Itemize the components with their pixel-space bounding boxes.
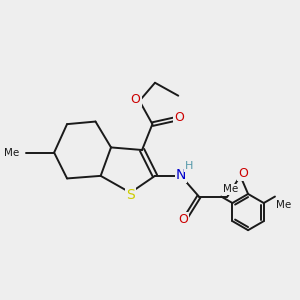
Text: Me: Me [223,184,238,194]
Text: Me: Me [276,200,292,210]
Text: S: S [126,188,135,202]
Text: H: H [184,161,193,171]
Text: O: O [130,93,140,106]
Text: O: O [174,111,184,124]
Text: O: O [178,213,188,226]
Text: N: N [176,168,186,182]
Text: O: O [238,167,248,180]
Text: Me: Me [4,148,19,158]
